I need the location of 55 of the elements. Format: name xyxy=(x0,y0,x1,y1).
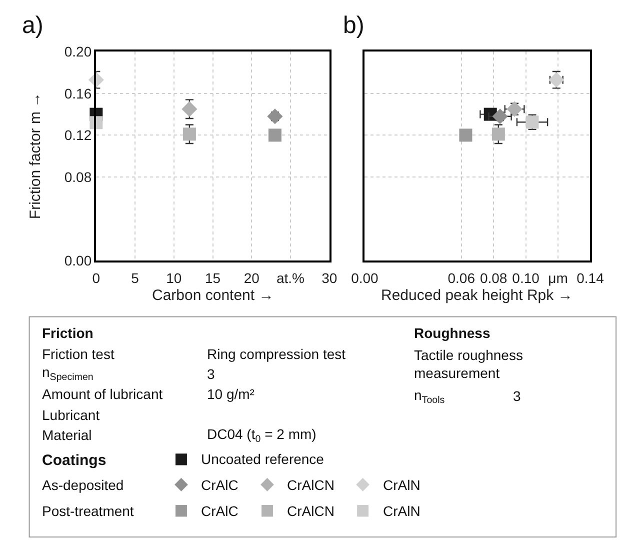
text: n$_{Specimen}$ xyxy=(42,364,94,383)
point xyxy=(182,101,198,117)
chart-title: b) xyxy=(343,12,364,39)
x-tick-label: μm xyxy=(548,270,568,286)
text: 3 xyxy=(207,366,215,382)
text: Amount of lubricant xyxy=(42,386,163,402)
text: Friction test xyxy=(42,346,114,362)
y-tick-label: 0.00 xyxy=(64,252,92,268)
legend-label: CrAlC xyxy=(201,477,238,493)
x-tick-label: 0 xyxy=(92,270,100,286)
y-tick-label: 0.12 xyxy=(64,127,92,144)
point xyxy=(548,72,564,88)
x-tick-label: 0.14 xyxy=(576,270,604,286)
x-tick-label: 0.08 xyxy=(480,270,508,286)
y-axis-title: Friction factor m → xyxy=(26,92,44,220)
legend-label: Uncoated reference xyxy=(201,451,324,467)
legend-label: CrAlN xyxy=(383,477,420,493)
legend-label: CrAlC xyxy=(201,503,238,519)
text: 3 xyxy=(513,388,521,404)
point xyxy=(492,108,508,124)
text: As-deposited xyxy=(42,477,124,493)
y-tick-label: 0.20 xyxy=(64,44,92,60)
legend-label: CrAlCN xyxy=(287,477,334,493)
text: 10 g/m² xyxy=(207,386,255,402)
point xyxy=(182,128,196,141)
point xyxy=(459,128,472,142)
text: Friction xyxy=(42,325,94,341)
y-tick-label: 0.08 xyxy=(64,168,92,185)
legend-label: CrAlN xyxy=(383,503,420,519)
text: DC04 (t$_{0}$ = 2 mm) xyxy=(207,426,316,445)
x-tick-label: 0.10 xyxy=(512,270,540,286)
x-tick-label: at.% xyxy=(276,270,304,286)
text: Material xyxy=(42,427,92,443)
x-tick-label: 0.06 xyxy=(448,270,476,286)
chart-title: a) xyxy=(22,12,44,39)
text: n$_{Tools}$ xyxy=(414,387,445,406)
point xyxy=(506,101,522,117)
text: Post-treatment xyxy=(42,503,134,519)
point xyxy=(268,128,282,142)
text: Roughness xyxy=(414,325,490,341)
legend-label: CrAlCN xyxy=(287,503,334,519)
x-tick-label: 5 xyxy=(131,270,140,286)
text: Ring compression test xyxy=(207,346,346,362)
point xyxy=(267,108,283,124)
x-tick-label: 0.00 xyxy=(351,270,379,286)
x-tick-label: 15 xyxy=(204,270,221,286)
x-tick-label: 30 xyxy=(322,270,338,286)
x-tick-label: 20 xyxy=(244,270,260,286)
text: Lubricant xyxy=(42,407,100,423)
x-axis-title: Reduced peak height Rpk → xyxy=(381,287,573,304)
x-axis-title: Carbon content → xyxy=(152,287,274,304)
legend-title: Coatings xyxy=(42,452,106,469)
x-tick-label: 10 xyxy=(166,270,182,286)
point xyxy=(492,128,505,141)
y-tick-label: 0.16 xyxy=(64,85,92,102)
